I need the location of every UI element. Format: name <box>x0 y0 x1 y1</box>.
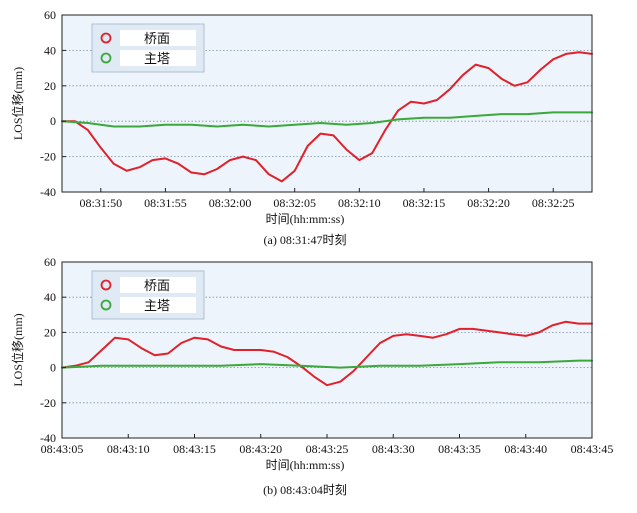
x-tick-label: 08:32:05 <box>273 196 316 210</box>
legend-label-tower: 主塔 <box>144 298 170 313</box>
y-axis-ticks: -40 -20 0 20 40 60 <box>40 8 66 199</box>
legend-marker-deck <box>100 32 112 44</box>
series-lines <box>61 51 593 183</box>
x-axis-ticks: 08:43:05 08:43:10 08:43:15 08:43:20 08:43:25… <box>41 434 614 456</box>
y-tick-label: 0 <box>50 114 56 128</box>
legend-marker-tower <box>100 299 112 311</box>
x-tick-label: 08:43:45 <box>571 442 614 456</box>
y-tick-label: 20 <box>44 79 56 93</box>
x-tick-label: 08:43:25 <box>306 442 349 456</box>
legend-label-bg <box>120 30 196 46</box>
legend: 桥面 主塔 <box>91 270 205 320</box>
chart-caption: (a) 08:31:47时刻 <box>264 233 347 247</box>
x-tick-label: 08:43:30 <box>372 442 415 456</box>
x-tick-label: 08:43:15 <box>173 442 216 456</box>
y-tick-label: 40 <box>44 43 56 57</box>
x-tick-label: 08:32:25 <box>532 196 575 210</box>
y-tick-label: -20 <box>40 150 56 164</box>
legend-marker-deck <box>100 279 112 291</box>
x-tick-label: 08:32:20 <box>467 196 510 210</box>
series-line-tower <box>61 111 593 128</box>
series-line-tower <box>61 359 593 369</box>
y-axis-ticks: -40 -20 0 20 40 60 <box>40 255 66 445</box>
x-axis-ticks: 08:31:50 08:31:55 08:32:00 08:32:05 08:32:10… <box>79 188 575 210</box>
x-tick-label: 08:43:40 <box>504 442 547 456</box>
legend-label-deck: 桥面 <box>144 31 170 46</box>
x-axis-label: 时间(hh:mm:ss) <box>266 212 345 226</box>
x-tick-label: 08:43:10 <box>107 442 150 456</box>
plot-frame <box>61 14 593 193</box>
y-tick-label: 60 <box>44 255 56 269</box>
y-tick-label: 60 <box>44 8 56 22</box>
x-axis-label: 时间(hh:mm:ss) <box>266 458 345 472</box>
y-axis-label: LOS位移(mm) <box>10 67 25 140</box>
legend-marker-tower <box>100 52 112 64</box>
y-tick-label: -40 <box>40 431 56 445</box>
y-tick-label: -20 <box>40 396 56 410</box>
legend-item-tower: 主塔 <box>100 51 170 66</box>
series-lines <box>61 320 593 387</box>
legend-label-tower: 主塔 <box>144 51 170 66</box>
x-tick-label: 08:31:50 <box>79 196 122 210</box>
legend-label-bg <box>120 50 196 66</box>
x-tick-label: 08:32:15 <box>403 196 446 210</box>
x-tick-label: 08:31:55 <box>144 196 187 210</box>
y-tick-label: 0 <box>50 361 56 375</box>
x-tick-label: 08:32:10 <box>338 196 381 210</box>
chart-caption: (b) 08:43:04时刻 <box>263 483 347 497</box>
x-tick-label: 08:32:00 <box>209 196 252 210</box>
legend-item-tower: 主塔 <box>100 298 170 313</box>
x-tick-label: 08:43:35 <box>438 442 481 456</box>
legend: 桥面 主塔 <box>91 23 205 73</box>
y-axis-label: LOS位移(mm) <box>10 313 25 386</box>
legend-item-deck: 桥面 <box>100 31 170 46</box>
x-tick-label: 08:43:05 <box>41 442 84 456</box>
legend-label-deck: 桥面 <box>144 278 170 293</box>
series-line-deck <box>61 320 593 387</box>
legend-item-deck: 桥面 <box>100 278 170 293</box>
series-line-deck <box>61 51 593 183</box>
y-tick-label: 20 <box>44 325 56 339</box>
x-tick-label: 08:43:20 <box>239 442 282 456</box>
legend-label-bg <box>120 297 196 313</box>
legend-label-bg <box>120 277 196 293</box>
y-tick-label: -40 <box>40 185 56 199</box>
y-tick-label: 40 <box>44 290 56 304</box>
